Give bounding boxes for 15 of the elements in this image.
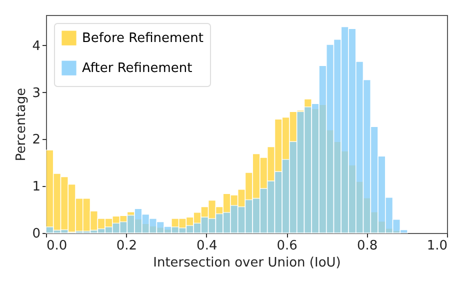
y-tick-label: 3	[32, 86, 40, 101]
y-tick-label: 0	[32, 226, 40, 242]
x-tick-label: 0.0	[46, 238, 68, 254]
x-tick-label: 0.8	[356, 238, 378, 254]
legend-label: After Refinement	[82, 61, 192, 76]
y-tick-label: 4	[32, 38, 40, 54]
y-tick-label: 2	[32, 132, 40, 148]
y-tick-label: 1	[32, 180, 40, 195]
y-axis-title: Percentage	[14, 88, 30, 162]
x-tick-label: 0.6	[276, 238, 298, 254]
x-tick-label: 0.4	[196, 238, 218, 254]
x-tick-label: 0.2	[116, 238, 138, 254]
x-tick-label: 1.0	[426, 238, 448, 254]
legend-label: Before Refinement	[82, 31, 204, 46]
x-axis-title: Intersection over Union (IoU)	[153, 256, 341, 270]
